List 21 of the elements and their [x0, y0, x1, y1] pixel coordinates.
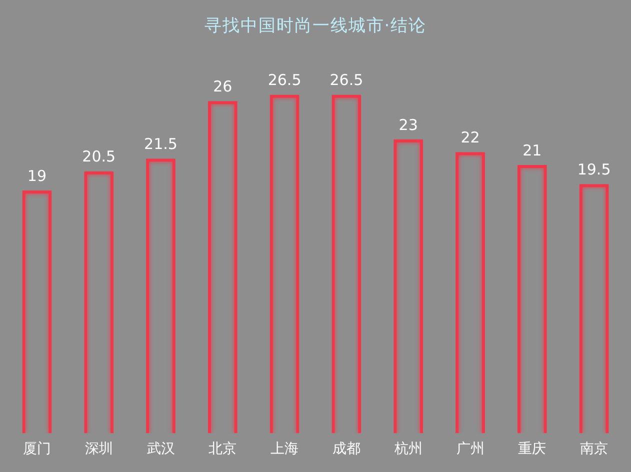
data-label: 20.5: [82, 148, 116, 166]
data-label: 21: [522, 141, 542, 160]
x-tick-label: 重庆: [518, 441, 546, 458]
x-tick-label: 厦门: [22, 441, 51, 458]
chart-title: 寻找中国时尚一线城市·结论: [203, 15, 428, 37]
x-tick-label: 深圳: [84, 441, 113, 458]
x-tick-label: 上海: [270, 441, 299, 458]
x-tick-label: 南京: [580, 441, 608, 458]
data-label: 26.5: [268, 71, 302, 90]
data-label: 23: [398, 116, 418, 134]
data-label: 22: [460, 128, 480, 147]
data-label: 21.5: [144, 134, 178, 153]
x-tick-label: 武汉: [146, 441, 175, 458]
data-label: 26: [213, 77, 232, 96]
data-label: 19: [27, 166, 46, 185]
data-label: 19.5: [577, 160, 611, 179]
x-tick-label: 杭州: [393, 441, 422, 458]
x-tick-label: 北京: [208, 441, 237, 458]
data-label: 26.5: [330, 71, 364, 90]
x-tick-label: 成都: [332, 441, 360, 458]
x-tick-label: 广州: [456, 441, 484, 458]
